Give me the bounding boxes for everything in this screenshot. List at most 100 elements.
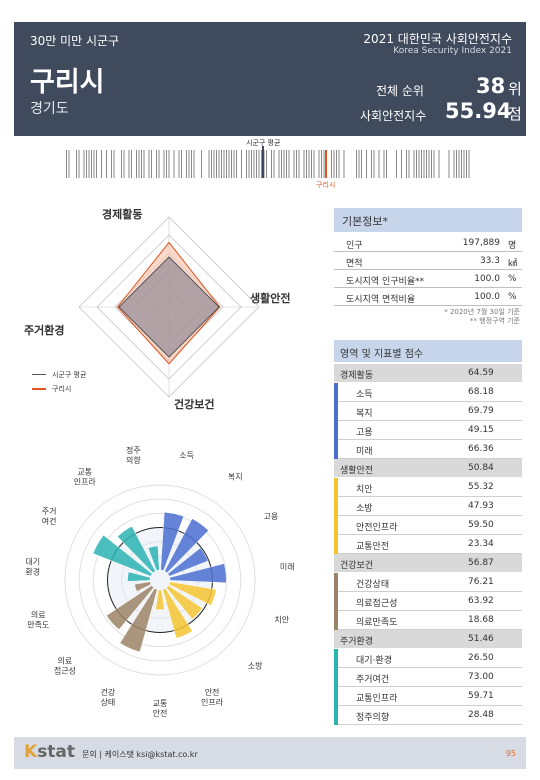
indicator-score: 68.18 (468, 387, 494, 397)
category-name: 경제활동 (340, 371, 374, 381)
category-color-bar (334, 611, 338, 630)
info-label: 도시지역 면적비율 (346, 295, 416, 305)
indicator-name: 소득 (356, 390, 373, 400)
indicator-row: 고용 49.15 (334, 421, 522, 440)
indicator-score: 18.68 (468, 615, 494, 625)
category-color-bar (334, 516, 338, 535)
info-value: 33.3 (479, 256, 500, 266)
city-name: 구리시 (30, 67, 105, 98)
polar-bar (147, 545, 160, 571)
polar-label: 의료 접근성 (54, 656, 76, 676)
polar-label: 미래 (280, 563, 295, 572)
indicator-row: 복지 69.79 (334, 402, 522, 421)
category-name: 생활안전 (340, 466, 374, 476)
indicator-score: 63.92 (468, 596, 494, 606)
polar-bar (167, 547, 209, 577)
polar-label: 고용 (263, 512, 278, 521)
indicator-row: 소방 47.93 (334, 497, 522, 516)
category-color-bar (334, 383, 338, 402)
barcode-avg-label: 시군구 평균 (246, 139, 281, 147)
info-value: 197,889 (462, 238, 500, 248)
polar-bar (117, 525, 156, 574)
indicator-name: 교통안전 (356, 542, 390, 552)
info-value: 100.0 (474, 292, 500, 302)
polar-label: 교통 인프라 (74, 467, 97, 486)
ranking-barcode: 시군구 평균 구리시 (0, 136, 540, 196)
category-color-bar (334, 440, 338, 459)
polar-bar (166, 585, 203, 620)
indicator-name: 의료만족도 (356, 618, 398, 628)
info-unit: 명 (508, 241, 517, 251)
radar-avg-shape (118, 256, 220, 358)
barcode-avg-marker (262, 146, 264, 178)
barcode-city-label: 구리시 (316, 181, 336, 189)
indicator-score: 26.50 (468, 653, 494, 663)
category-color-bar (334, 535, 338, 554)
indicator-row: 소득 68.18 (334, 383, 522, 402)
indicator-score: 59.71 (468, 691, 494, 701)
indicator-row: 치안 55.32 (334, 478, 522, 497)
indicator-name: 안전인프라 (356, 523, 398, 533)
legend-avg-label: 시군구 평균 (52, 371, 87, 379)
category-score: 64.59 (468, 368, 494, 378)
info-value: 100.0 (474, 274, 500, 284)
polar-bar (119, 588, 158, 653)
category-color-bar (334, 706, 338, 725)
basic-info-title: 기본정보* (334, 208, 522, 232)
indicator-name: 고용 (356, 428, 373, 438)
category-color-bar (334, 402, 338, 421)
info-unit: ㎢ (508, 259, 518, 269)
rank-value: 38 (476, 74, 506, 98)
category-score: 56.87 (468, 558, 494, 568)
rank-label: 전체 순위 (376, 84, 424, 98)
polar-bar (127, 571, 151, 582)
category-row: 건강보건 56.87 (334, 554, 522, 572)
radar-label-housing: 주거환경 (24, 324, 65, 337)
category-row: 생활안전 50.84 (334, 459, 522, 477)
polar-bar (134, 581, 152, 592)
info-label: 면적 (346, 259, 363, 269)
category-score: 50.84 (468, 463, 494, 473)
polar-label: 소방 (248, 661, 263, 671)
polar-label: 복지 (228, 472, 243, 481)
indicator-row: 교통안전 23.34 (334, 535, 522, 554)
score-label: 사회안전지수 (360, 109, 427, 123)
polar-label: 교통 안전 (153, 699, 168, 718)
indicator-row: 대기·환경 26.50 (334, 649, 522, 668)
polar-bar (169, 563, 227, 584)
legend-avg-line (32, 374, 46, 375)
page-number: 95 (505, 749, 516, 758)
indicator-name: 대기·환경 (356, 656, 392, 666)
indicator-name: 주거여건 (356, 675, 390, 685)
report-title: 2021 대한민국 사회안전지수 (363, 32, 512, 46)
indicator-score: 59.50 (468, 520, 494, 530)
report-header: 30만 미만 시군구 2021 대한민국 사회안전지수 Korea Securi… (14, 22, 526, 136)
polar-bar (106, 585, 154, 630)
indicator-row: 의료접근성 63.92 (334, 592, 522, 611)
indicator-score: 66.36 (468, 444, 494, 454)
indicator-row: 건강상태 76.21 (334, 573, 522, 592)
indicator-score: 76.21 (468, 577, 494, 587)
polar-label: 대기 환경 (25, 558, 40, 577)
polar-label: 안전 인프라 (201, 687, 224, 707)
logo-k: K (24, 742, 38, 762)
radar-label-economy: 경제활동 (102, 208, 143, 221)
indicator-score: 69.79 (468, 406, 494, 416)
indicator-name: 교통인프라 (356, 694, 398, 704)
polar-bar (92, 534, 153, 577)
info-unit: % (508, 292, 517, 302)
basic-info-row: 인구 197,889 명 (334, 234, 522, 252)
indicator-score: 55.32 (468, 482, 494, 492)
radar-chart: 경제활동 생활안전 건강보건 주거환경 시군구 평균 구리시 (14, 200, 324, 415)
province-name: 경기도 (30, 101, 69, 117)
polar-bar (160, 511, 185, 571)
polar-label: 주거 여건 (42, 507, 57, 526)
barcode-svg (66, 146, 470, 178)
indicator-row: 교통인프라 59.71 (334, 687, 522, 706)
polar-bar (168, 581, 217, 606)
info-note-2: ** 행정구역 기준 (469, 317, 520, 325)
kstat-logo: Kstat (24, 742, 75, 762)
polar-label: 의료 만족도 (27, 610, 49, 630)
polar-label: 건강 상태 (101, 687, 116, 707)
